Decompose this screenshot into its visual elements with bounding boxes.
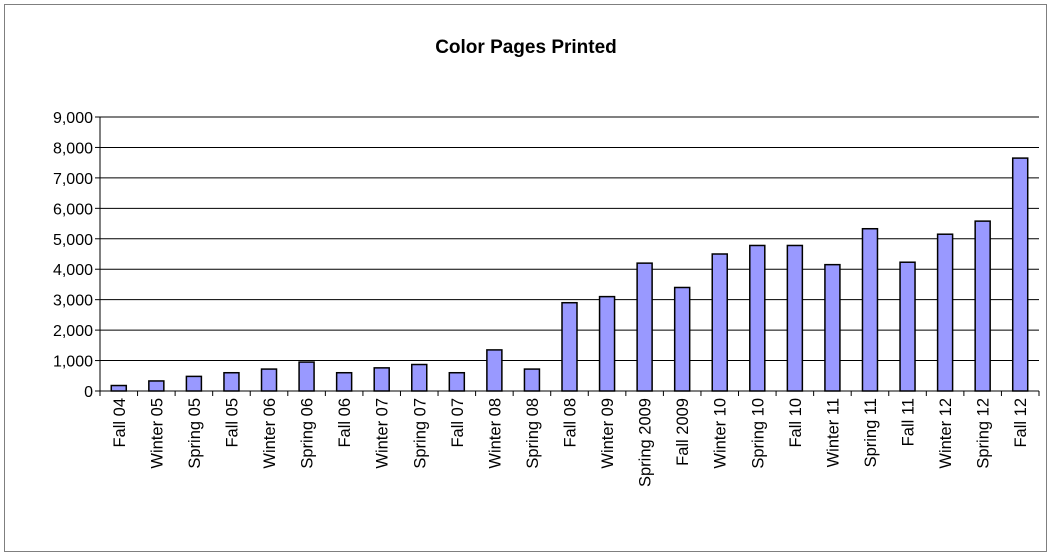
bar [486,349,503,392]
y-tick-label: 9,000 [53,110,93,127]
x-tick-label: Winter 09 [599,398,617,469]
x-tick-label: Spring 08 [524,398,542,469]
x-tick-label: Fall 04 [111,398,129,448]
x-tick-label: Fall 05 [223,398,241,448]
bar [974,220,991,392]
bar [1011,157,1029,392]
x-tick-label: Spring 10 [749,398,767,469]
bar [711,253,728,392]
bar [298,361,315,392]
bar [899,261,916,392]
x-tick-label: Winter 10 [712,398,730,469]
y-tick-label: 3,000 [53,293,93,310]
gridlines [100,116,1039,362]
y-tick-label: 6,000 [53,201,93,218]
x-tick-label: Spring 12 [975,398,993,469]
bar [636,262,653,392]
y-tick-label: 1,000 [53,354,93,371]
x-tick-label: Spring 05 [186,398,204,469]
y-tick-label: 7,000 [53,171,93,188]
bar [824,263,841,392]
x-tick-label: Winter 08 [486,398,504,469]
x-tick-label: Spring 2009 [637,398,655,487]
y-tick-label: 8,000 [53,140,93,157]
x-tick-label: Fall 06 [336,398,354,448]
y-tick-label: 0 [84,384,93,401]
bar [673,286,691,392]
bar [598,295,616,392]
x-tick-label: Fall 10 [787,398,805,448]
y-tick-label: 5,000 [53,232,93,249]
bar [110,384,128,392]
x-tick-label: Winter 12 [937,398,955,469]
bar [861,227,879,392]
bar [411,363,428,392]
y-tick-label: 2,000 [53,323,93,340]
bar [260,368,278,392]
bar [223,371,240,392]
bar [749,244,766,392]
chart-title: Color Pages Printed [435,37,617,58]
bar [148,380,165,392]
bar [523,368,541,392]
x-tick-label: Winter 05 [148,398,166,469]
bar [936,233,954,392]
bar [448,371,466,392]
x-tick-label: Fall 12 [1012,398,1030,448]
x-tick-label: Fall 07 [449,398,467,448]
x-tick-label: Fall 08 [562,398,580,448]
x-tick-label: Spring 06 [299,398,317,469]
y-tick-label: 4,000 [53,262,93,279]
bar [786,244,804,392]
bar [373,367,390,392]
x-tick-label: Winter 11 [824,398,842,467]
x-tick-label: Winter 06 [261,398,279,469]
x-tick-label: Fall 11 [900,398,918,446]
x-tick-label: Spring 07 [411,398,429,469]
bar [185,375,203,392]
x-axis-ticks: Fall 04 Winter 05 Spring 05 Fall 05 Winter 0… [99,391,1040,487]
x-tick-label: Winter 07 [374,398,392,469]
x-tick-label: Fall 2009 [674,398,692,466]
bar [335,371,353,392]
bar [561,301,578,392]
bars [110,157,1029,392]
y-axis-ticks: 0 1,000 2,000 3,000 4,000 5,000 6,000 7,000 8,00… [53,110,100,401]
x-tick-label: Spring 11 [862,398,880,467]
